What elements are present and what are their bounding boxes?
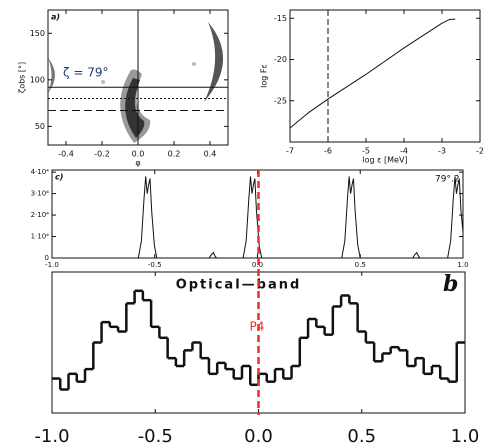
- y-tick-label: 50: [35, 122, 45, 131]
- data-line: [52, 176, 464, 259]
- x-tick-label: -5: [362, 147, 370, 156]
- x-tick-label: 0.2: [168, 150, 181, 159]
- y-tick-label: -15: [274, 14, 287, 23]
- x-tick-label: -2: [476, 147, 484, 156]
- y-tick-label: 3·10⁴: [31, 190, 50, 198]
- x-tick-label: 1.0: [451, 426, 480, 447]
- y-axis-label: ζobs [°]: [18, 62, 27, 93]
- panel-label: b: [443, 271, 458, 297]
- y-tick-label: 100: [30, 75, 45, 84]
- y-tick-label: 0: [45, 254, 49, 262]
- x-tick-label: -7: [286, 147, 294, 156]
- x-tick-label: 0.4: [204, 150, 217, 159]
- x-axis-label: log ε [MeV]: [362, 156, 407, 165]
- emission-spot: [101, 80, 105, 84]
- x-tick-label: 1.0: [457, 261, 468, 269]
- density-map: [48, 22, 224, 143]
- x-tick-label: 0.5: [347, 426, 376, 447]
- y-tick-label: -20: [274, 55, 287, 64]
- panel-label: c): [55, 173, 63, 182]
- phase-marker-label: P4: [250, 320, 265, 334]
- y-axis-label: log Fε: [260, 64, 269, 88]
- annotation: 79°.2: [435, 175, 460, 185]
- x-tick-label: -0.4: [58, 150, 74, 159]
- emission-region: [125, 78, 145, 138]
- x-tick-label: -4: [400, 147, 408, 156]
- data-line: [289, 18, 456, 129]
- y-tick-label: 150: [30, 29, 45, 38]
- emission-spot: [192, 62, 196, 66]
- x-tick-label: -0.5: [148, 261, 162, 269]
- plot-frame: [289, 9, 481, 143]
- y-tick-label: 4·10⁴: [31, 168, 50, 176]
- x-tick-label: -1.0: [34, 426, 69, 447]
- x-tick-label: -6: [324, 147, 332, 156]
- annotation: ζ = 79°: [63, 66, 108, 80]
- emission-region: [48, 58, 55, 93]
- y-tick-label: 1·10⁴: [31, 233, 50, 241]
- panel-title: Optical—band: [176, 278, 302, 293]
- y-tick-label: 2·10⁴: [31, 211, 50, 219]
- x-axis-label: φ: [135, 159, 140, 168]
- x-tick-label: 0.0: [244, 426, 273, 447]
- x-tick-label: -0.2: [94, 150, 110, 159]
- x-tick-label: -1.0: [45, 261, 59, 269]
- x-tick-label: -0.5: [138, 426, 173, 447]
- x-tick-label: 0.0: [132, 150, 145, 159]
- y-tick-label: -25: [274, 96, 287, 105]
- x-tick-label: -3: [438, 147, 446, 156]
- x-tick-label: 0.5: [355, 261, 366, 269]
- panel-label: a): [51, 13, 60, 22]
- emission-region: [204, 22, 224, 102]
